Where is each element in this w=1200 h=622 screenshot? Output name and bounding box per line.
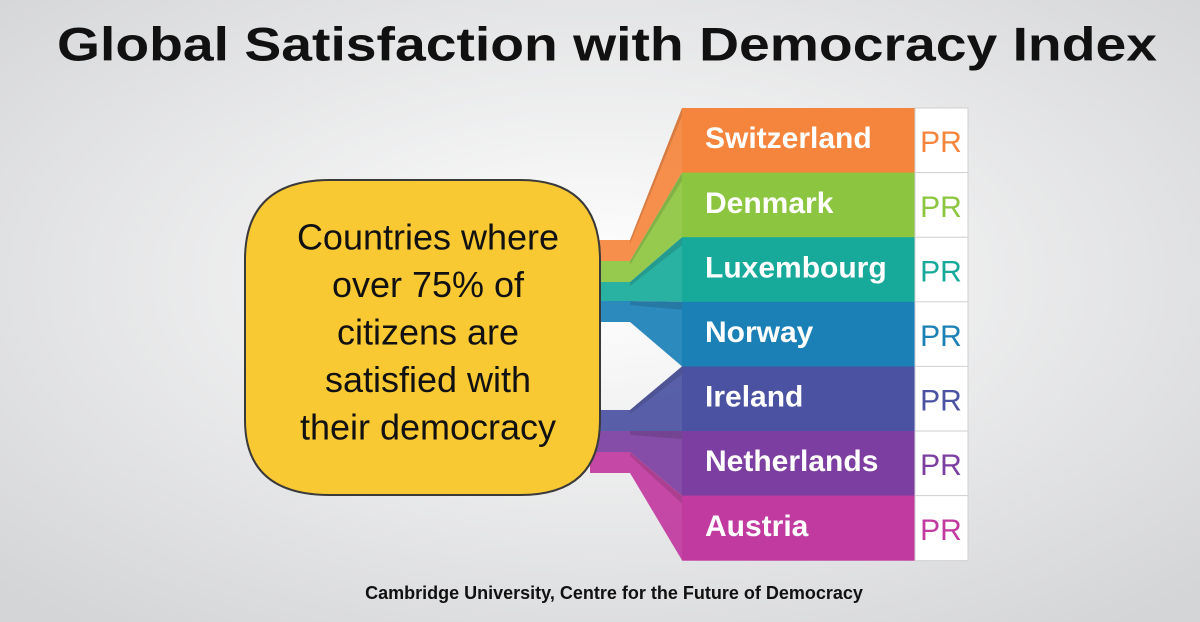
bubble-line: satisfied with <box>325 359 531 400</box>
connector-shade <box>630 452 682 504</box>
tag-cell <box>914 172 969 239</box>
connector <box>590 431 682 496</box>
country-name: Ireland <box>705 381 803 414</box>
connectors <box>590 108 682 561</box>
country-name: Norway <box>705 316 814 349</box>
country-tag: PR <box>920 385 962 418</box>
bubble-text: Countries where over 75% of citizens are sa… <box>297 217 559 448</box>
connector <box>590 366 682 431</box>
connector-shade <box>630 301 682 310</box>
country-band <box>682 108 915 174</box>
tag-cell <box>914 236 969 303</box>
country-band <box>682 495 915 561</box>
country-band <box>682 237 915 303</box>
bubble-line: Countries where <box>297 217 559 258</box>
country-tag: PR <box>920 449 962 482</box>
country-band <box>682 431 915 497</box>
country-rows: Switzerland PR Denmark PR Luxembourg PR Norway… <box>682 107 969 562</box>
bubble-line: citizens are <box>337 312 519 353</box>
tag-cell <box>914 107 969 174</box>
connector-shade <box>630 431 682 439</box>
country-tag: PR <box>920 514 962 547</box>
tag-cell <box>914 430 969 497</box>
connector <box>590 172 682 282</box>
tag-cell <box>914 365 969 432</box>
country-name: Austria <box>705 510 809 543</box>
country-band <box>682 301 915 367</box>
bubble-line: their democracy <box>300 407 556 448</box>
country-tag: PR <box>920 320 962 353</box>
bubble-line: over 75% of <box>332 264 525 305</box>
connector-shade <box>630 108 682 244</box>
connector-shade <box>630 172 682 265</box>
country-name: Denmark <box>705 187 834 220</box>
country-name: Netherlands <box>705 445 878 478</box>
country-tag: PR <box>920 126 962 159</box>
tag-cell <box>914 495 969 562</box>
country-name: Luxembourg <box>705 251 887 284</box>
country-band <box>682 172 915 238</box>
connector <box>590 301 682 367</box>
connector <box>590 452 682 561</box>
tag-cell <box>914 301 969 368</box>
bubble <box>244 179 601 496</box>
connector-shade <box>630 366 682 414</box>
country-band <box>682 366 915 432</box>
country-name: Switzerland <box>705 122 872 155</box>
country-tag: PR <box>920 255 962 288</box>
footer: Cambridge University, Centre for the Fut… <box>365 583 863 603</box>
connector <box>590 237 682 302</box>
title: Global Satisfaction with Democracy Index <box>57 17 1157 70</box>
country-tag: PR <box>920 191 962 224</box>
connector-shade <box>630 237 682 286</box>
